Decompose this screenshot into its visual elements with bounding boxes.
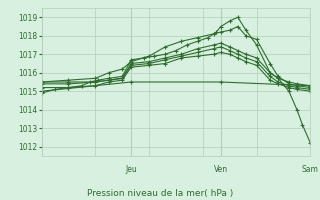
- Text: Sam: Sam: [302, 165, 319, 174]
- Text: Jeu: Jeu: [125, 165, 137, 174]
- Text: Pression niveau de la mer( hPa ): Pression niveau de la mer( hPa ): [87, 189, 233, 198]
- Text: Ven: Ven: [214, 165, 228, 174]
